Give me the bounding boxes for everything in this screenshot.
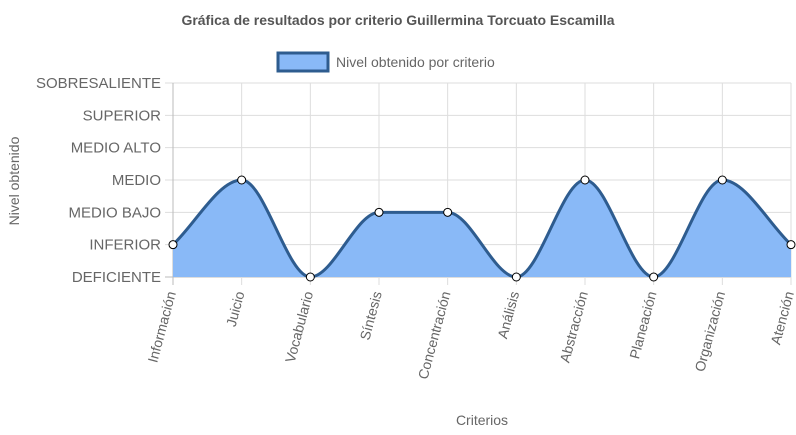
x-tick-label: Atención <box>767 289 796 346</box>
y-tick-label: MEDIO <box>112 172 161 189</box>
x-tick-label: Organización <box>691 289 728 373</box>
data-point[interactable] <box>511 272 521 282</box>
data-point[interactable] <box>649 272 659 282</box>
x-tick-label: Planeación <box>626 289 659 360</box>
data-point[interactable] <box>580 175 590 185</box>
data-point[interactable] <box>305 272 315 282</box>
y-tick-label: SOBRESALIENTE <box>36 75 161 92</box>
y-axis-ticks: DEFICIENTE INFERIOR MEDIO BAJO MEDIO MEDIO A… <box>36 75 161 286</box>
x-axis-ticks: Información Juicio Vocabulario Síntesis Conc… <box>144 289 796 381</box>
data-point[interactable] <box>717 175 727 185</box>
series-area <box>173 180 791 277</box>
data-point[interactable] <box>168 240 178 250</box>
chart-title: Gráfica de resultados por criterio Guill… <box>181 12 614 28</box>
y-tick-label: SUPERIOR <box>83 107 162 124</box>
x-tick-label: Juicio <box>223 289 248 328</box>
data-point[interactable] <box>374 207 384 217</box>
x-tick-label: Vocabulario <box>282 289 316 364</box>
x-tick-label: Concentración <box>415 289 454 380</box>
legend-swatch[interactable] <box>276 51 330 73</box>
series-nivel <box>171 178 793 279</box>
legend[interactable]: Nivel obtenido por criterio <box>276 51 495 73</box>
x-tick-label: Análisis <box>494 289 522 340</box>
legend-label[interactable]: Nivel obtenido por criterio <box>336 54 495 70</box>
y-tick-label: MEDIO BAJO <box>68 204 161 221</box>
y-tick-label: MEDIO ALTO <box>71 140 161 157</box>
y-axis-title: Nivel obtenido <box>6 136 22 225</box>
data-point[interactable] <box>443 207 453 217</box>
y-tick-label: DEFICIENTE <box>72 269 161 286</box>
data-point[interactable] <box>237 175 247 185</box>
data-point[interactable] <box>786 240 796 250</box>
x-axis-title: Criterios <box>456 412 508 428</box>
x-tick-label: Abstracción <box>556 289 590 364</box>
x-tick-label: Información <box>144 289 178 364</box>
x-tick-label: Síntesis <box>357 289 385 341</box>
y-tick-label: INFERIOR <box>89 237 161 254</box>
data-points <box>168 175 796 282</box>
series-line <box>171 178 793 279</box>
